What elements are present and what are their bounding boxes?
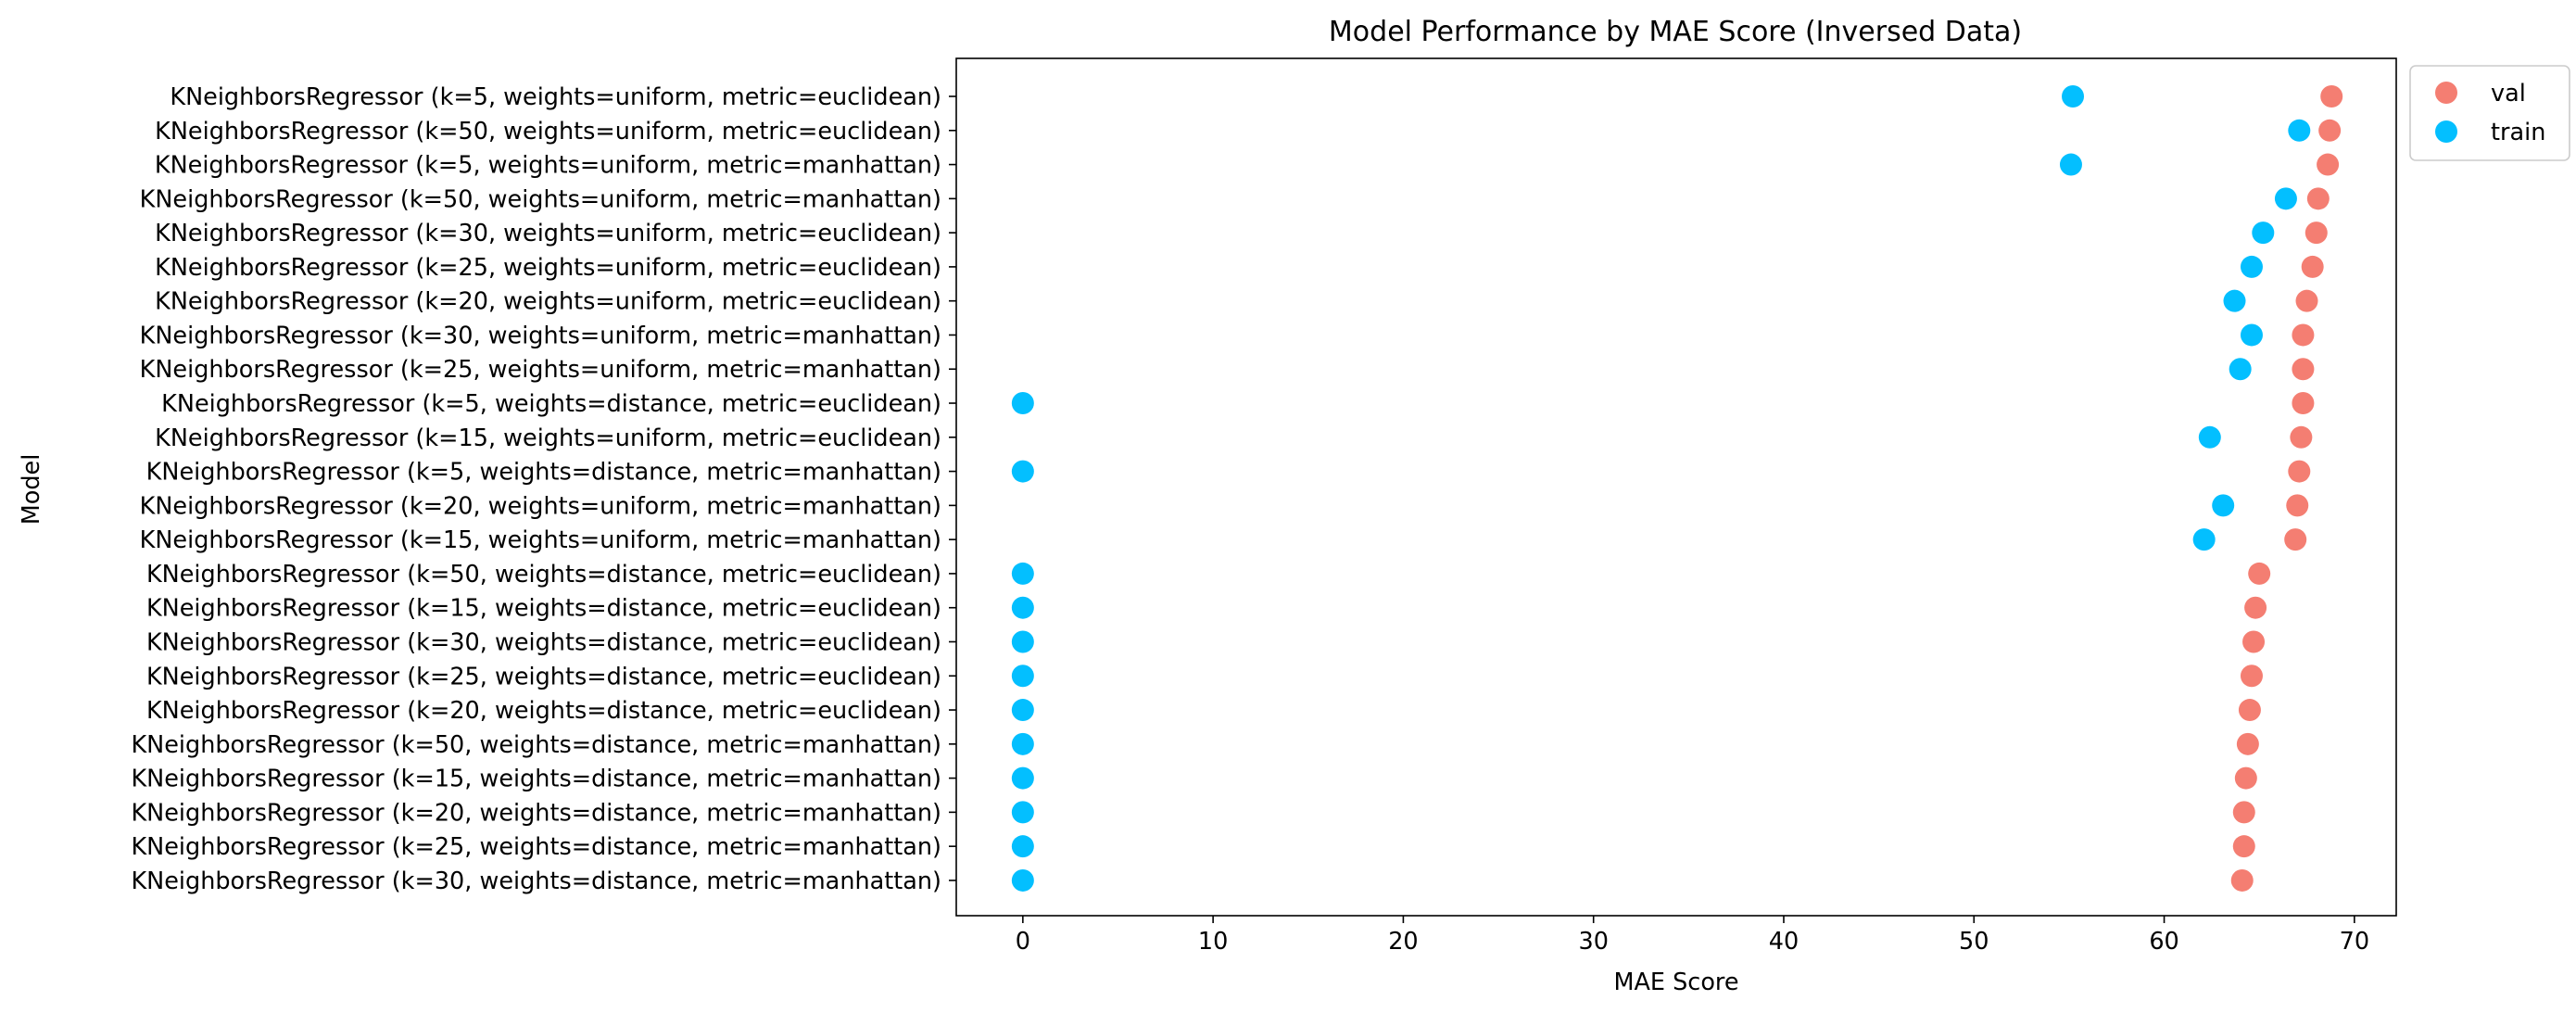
point-train: [2252, 222, 2275, 245]
y-tick-label: KNeighborsRegressor (k=20, weights=unifo…: [140, 492, 941, 520]
point-train: [2288, 119, 2311, 142]
point-val: [2295, 289, 2318, 312]
point-train: [1011, 699, 1034, 722]
y-tick-label: KNeighborsRegressor (k=15, weights=dista…: [146, 595, 941, 623]
x-tick-label: 30: [1578, 928, 1608, 956]
y-tick-label: KNeighborsRegressor (k=20, weights=dista…: [131, 799, 941, 827]
x-axis-label: MAE Score: [1613, 969, 1738, 996]
x-tick-label: 60: [2149, 928, 2178, 956]
x-tick-label: 50: [1959, 928, 1989, 956]
point-train: [1011, 801, 1034, 824]
point-val: [2292, 392, 2315, 415]
y-tick-label: KNeighborsRegressor (k=50, weights=dista…: [146, 561, 941, 589]
point-val: [2236, 732, 2259, 755]
y-tick-label: KNeighborsRegressor (k=15, weights=unifo…: [140, 526, 941, 554]
point-train: [1011, 835, 1034, 858]
point-train: [2223, 289, 2246, 312]
point-train: [1011, 868, 1034, 892]
point-train: [2240, 323, 2263, 347]
y-tick-label: KNeighborsRegressor (k=5, weights=unifor…: [155, 152, 941, 180]
x-tick-label: 40: [1769, 928, 1799, 956]
point-val: [2284, 528, 2307, 551]
chart-title: Model Performance by MAE Score (Inversed…: [1329, 16, 2022, 48]
point-train: [1011, 562, 1034, 585]
legend-marker-val: [2435, 82, 2457, 104]
y-tick-label: KNeighborsRegressor (k=50, weights=dista…: [131, 731, 941, 759]
point-val: [2238, 699, 2261, 722]
plot-area: [955, 57, 2397, 917]
y-tick-label: KNeighborsRegressor (k=25, weights=dista…: [146, 663, 941, 690]
legend-label-train: train: [2491, 119, 2545, 146]
point-val: [2232, 835, 2255, 858]
y-tick-label: KNeighborsRegressor (k=5, weights=distan…: [161, 390, 941, 418]
point-val: [2248, 562, 2271, 585]
point-train: [1011, 732, 1034, 755]
point-val: [2301, 255, 2324, 278]
point-val: [2292, 323, 2315, 347]
point-train: [1011, 766, 1034, 790]
point-val: [2317, 153, 2340, 176]
point-val: [2234, 766, 2257, 790]
point-train: [2212, 494, 2235, 517]
point-train: [1011, 596, 1034, 619]
y-tick-label: KNeighborsRegressor (k=30, weights=unifo…: [155, 220, 941, 247]
y-tick-label: KNeighborsRegressor (k=20, weights=unifo…: [155, 288, 941, 316]
point-train: [2198, 425, 2221, 449]
data-points: [1011, 85, 2343, 892]
y-tick-label: KNeighborsRegressor (k=5, weights=distan…: [146, 459, 941, 487]
point-val: [2232, 801, 2255, 824]
point-train: [2192, 528, 2216, 551]
y-axis: KNeighborsRegressor (k=5, weights=unifor…: [131, 83, 956, 895]
x-axis: 0 10 20 30 40 50 60 70: [1016, 916, 2369, 956]
point-train: [1011, 665, 1034, 688]
point-val: [2242, 630, 2266, 653]
point-val: [2286, 494, 2309, 517]
point-val: [2306, 187, 2330, 210]
x-tick-label: 20: [1388, 928, 1418, 956]
x-tick-label: 10: [1198, 928, 1228, 956]
legend-label-val: val: [2491, 80, 2526, 108]
y-tick-label: KNeighborsRegressor (k=25, weights=unifo…: [140, 356, 941, 384]
x-tick-label: 70: [2340, 928, 2369, 956]
point-val: [2318, 119, 2342, 142]
point-val: [2244, 596, 2267, 619]
point-val: [2230, 868, 2254, 892]
point-val: [2320, 85, 2343, 108]
legend-marker-train: [2435, 120, 2457, 143]
point-train: [1011, 392, 1034, 415]
point-train: [2274, 187, 2297, 210]
legend: val train: [2409, 65, 2570, 161]
y-tick-label: KNeighborsRegressor (k=30, weights=dista…: [146, 628, 941, 656]
y-tick-label: KNeighborsRegressor (k=25, weights=unifo…: [155, 254, 941, 282]
x-tick-label: 0: [1016, 928, 1030, 956]
y-tick-label: KNeighborsRegressor (k=30, weights=dista…: [131, 867, 941, 895]
y-tick-label: KNeighborsRegressor (k=20, weights=dista…: [146, 697, 941, 725]
y-tick-label: KNeighborsRegressor (k=50, weights=unifo…: [155, 118, 941, 146]
point-train: [1011, 460, 1034, 483]
point-val: [2292, 358, 2315, 381]
point-train: [2229, 358, 2252, 381]
point-train: [2240, 255, 2263, 278]
y-tick-label: KNeighborsRegressor (k=25, weights=dista…: [131, 833, 941, 861]
point-val: [2305, 222, 2328, 245]
point-train: [1011, 630, 1034, 653]
y-tick-label: KNeighborsRegressor (k=15, weights=dista…: [131, 766, 941, 793]
point-val: [2290, 425, 2313, 449]
point-train: [2062, 85, 2085, 108]
y-tick-label: KNeighborsRegressor (k=30, weights=unifo…: [140, 322, 941, 349]
y-axis-label: Model: [18, 454, 45, 525]
y-tick-label: KNeighborsRegressor (k=15, weights=unifo…: [155, 424, 941, 452]
point-train: [2059, 153, 2082, 176]
y-tick-label: KNeighborsRegressor (k=5, weights=unifor…: [170, 83, 941, 111]
point-val: [2288, 460, 2311, 483]
y-tick-label: KNeighborsRegressor (k=50, weights=unifo…: [140, 185, 941, 213]
point-val: [2240, 665, 2263, 688]
